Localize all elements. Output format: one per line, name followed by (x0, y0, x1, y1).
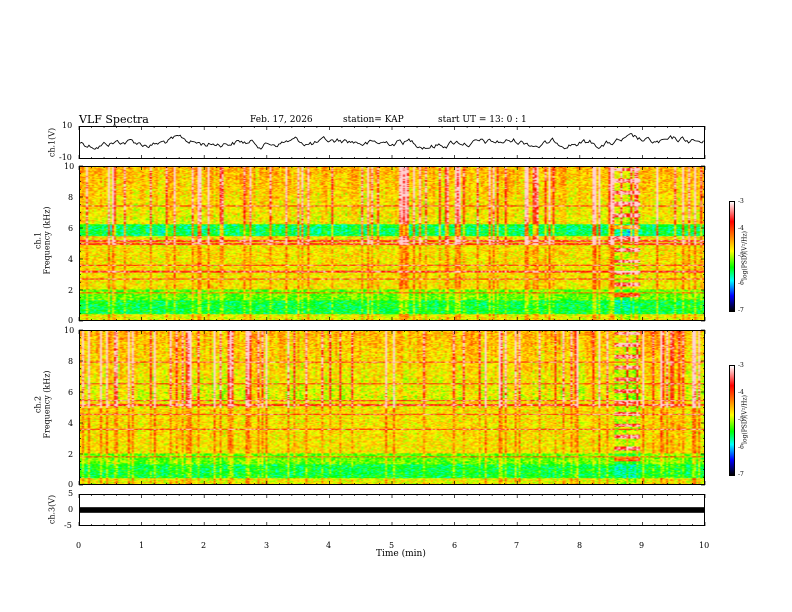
spec1-ytick: 4 (68, 255, 74, 264)
spec1-ytick: 10 (64, 162, 75, 171)
spec2-ytick: 2 (68, 450, 74, 459)
ch1-ylabel: ch.1(V) (47, 127, 57, 158)
x-axis-label: Time (min) (376, 549, 426, 559)
spec2-ytick: 4 (68, 419, 74, 428)
cb1-tick: -3 (738, 198, 744, 205)
x-tick-label: 6 (452, 541, 458, 550)
x-tick-label: 7 (514, 541, 520, 550)
x-tick-label: 2 (201, 541, 207, 550)
x-tick-label: 5 (389, 541, 395, 550)
station-label: station= KAP (343, 115, 404, 125)
cb2-tick: -5 (738, 416, 744, 423)
x-tick-label: 10 (699, 541, 710, 550)
start-ut-label: start UT = 13: 0 : 1 (438, 115, 527, 125)
x-tick-label: 8 (577, 541, 583, 550)
spec2-ytick: 8 (68, 357, 74, 366)
spec2-ylabel-b: Frequency (kHz) (42, 370, 52, 439)
x-tick-label: 9 (639, 541, 645, 550)
spec1-ytick: 0 (68, 316, 74, 325)
ch3-signal-band (80, 507, 704, 513)
date-label: Feb. 17, 2026 (250, 115, 313, 125)
ch3-ytick: 0 (68, 505, 74, 514)
x-tick-label: 0 (76, 541, 82, 550)
cb2-tick: -3 (738, 362, 744, 369)
cb1-tick: -7 (738, 307, 744, 314)
ch1-waveform-line (80, 133, 704, 150)
ch1-ytick: 10 (62, 121, 73, 130)
cb1-tick: -5 (738, 252, 744, 259)
ch2-spectrogram-panel (79, 330, 705, 485)
ch1-waveform-plot (80, 133, 704, 150)
spec1-ylabel-a: ch.1 (33, 231, 43, 250)
ch1-spectrogram (80, 167, 704, 320)
ch3-ytick: 5 (68, 489, 74, 498)
cb2-label: log(PSD)(V²/Hz) (741, 395, 749, 444)
cb2-tick: -4 (738, 389, 744, 396)
ch1-ytick: -10 (59, 153, 72, 162)
ch1-colorbar (729, 201, 735, 312)
cb1-label: log(PSD)(V²/Hz) (741, 231, 749, 280)
ch1-waveform-panel (79, 126, 705, 159)
spec1-ytick: 8 (68, 193, 74, 202)
x-tick-label: 4 (326, 541, 332, 550)
ch3-ylabel: ch.3(V) (47, 494, 57, 525)
spec1-ytick: 2 (68, 286, 74, 295)
spec2-ylabel-a: ch.2 (33, 395, 43, 414)
x-tick-label: 1 (139, 541, 145, 550)
ch1-spectrogram-panel (79, 166, 705, 321)
cb1-tick: -4 (738, 225, 744, 232)
spec1-ylabel-b: Frequency (kHz) (42, 206, 52, 275)
ch3-waveform-plot (80, 507, 704, 513)
x-tick-label: 3 (264, 541, 270, 550)
ch2-colorbar (729, 365, 735, 476)
ch3-waveform-panel (79, 494, 705, 526)
spec1-ytick: 6 (68, 224, 74, 233)
spec2-ytick: 10 (64, 326, 75, 335)
cb2-tick: -6 (738, 444, 744, 451)
ch2-spectrogram (80, 331, 704, 484)
cb1-tick: -6 (738, 280, 744, 287)
spec2-ytick: 0 (68, 480, 74, 489)
cb2-tick: -7 (738, 471, 744, 478)
spec2-ytick: 6 (68, 388, 74, 397)
ch3-ytick: -5 (64, 521, 72, 530)
chart-title: VLF Spectra (79, 113, 149, 126)
